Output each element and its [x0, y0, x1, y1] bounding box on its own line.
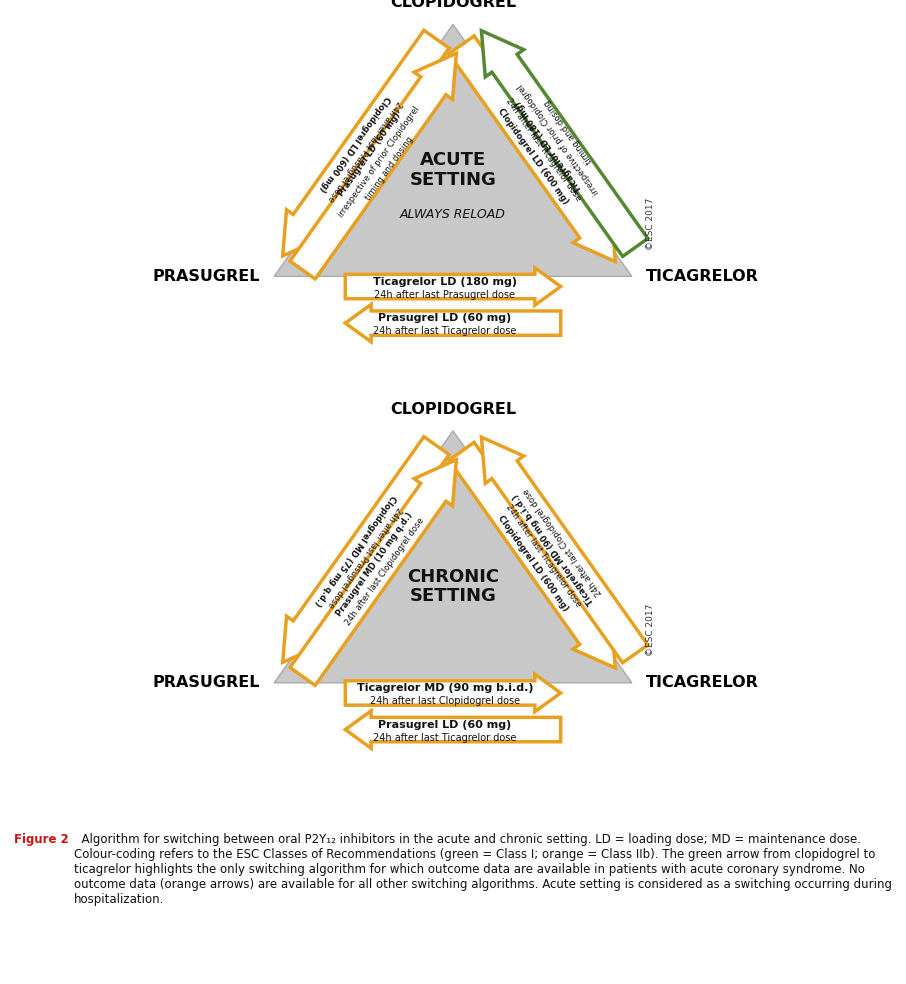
Polygon shape — [481, 31, 648, 257]
Text: 24h after last Prasugrel dose: 24h after last Prasugrel dose — [374, 289, 516, 300]
Text: Clopidogrel LD (600 mg): Clopidogrel LD (600 mg) — [318, 94, 391, 194]
Text: ©ESC 2017: ©ESC 2017 — [646, 198, 655, 250]
Text: 24h after last Ticagrelor dose: 24h after last Ticagrelor dose — [504, 96, 583, 203]
Text: ALWAYS RELOAD: ALWAYS RELOAD — [400, 209, 506, 221]
Polygon shape — [345, 268, 561, 305]
Text: Algorithm for switching between oral P2Y₁₂ inhibitors in the acute and chronic s: Algorithm for switching between oral P2Y… — [74, 833, 892, 906]
Text: Prasugrel LD (60 mg): Prasugrel LD (60 mg) — [378, 719, 512, 730]
Text: 24h after last Ticagrelor dose: 24h after last Ticagrelor dose — [373, 327, 516, 337]
Text: 24h after last Ticagrelor dose: 24h after last Ticagrelor dose — [504, 503, 583, 609]
Text: timing and dosing: timing and dosing — [543, 98, 594, 165]
Text: 24h after last Prasugrel dose: 24h after last Prasugrel dose — [326, 99, 403, 203]
Text: 24h after last Clopidogrel dose: 24h after last Clopidogrel dose — [343, 517, 426, 627]
Text: CLOPIDOGREL: CLOPIDOGREL — [390, 401, 516, 416]
Polygon shape — [449, 443, 615, 668]
Text: PRASUGREL: PRASUGREL — [152, 675, 260, 691]
Text: Prasugrel MD (10 mg q.d.): Prasugrel MD (10 mg q.d.) — [334, 511, 414, 618]
Text: Ticagrelor LD (180 mg): Ticagrelor LD (180 mg) — [373, 277, 516, 286]
Text: irrespective of prior Clopidogrel: irrespective of prior Clopidogrel — [516, 82, 601, 196]
Text: ACUTE
SETTING: ACUTE SETTING — [410, 152, 496, 189]
Text: Prasugrel LD (60 mg): Prasugrel LD (60 mg) — [378, 313, 512, 323]
Polygon shape — [290, 53, 457, 279]
Text: CLOPIDOGREL: CLOPIDOGREL — [390, 0, 516, 10]
Text: timing and dosing: timing and dosing — [364, 135, 415, 203]
Text: 24h after last Clopidogrel dose: 24h after last Clopidogrel dose — [370, 696, 520, 707]
Text: 24h after last Ticagrelor dose: 24h after last Ticagrelor dose — [373, 733, 516, 743]
Polygon shape — [275, 431, 631, 683]
Polygon shape — [481, 437, 648, 663]
Text: 24h after last Prasugrel dose: 24h after last Prasugrel dose — [326, 506, 403, 610]
Polygon shape — [283, 437, 449, 662]
Polygon shape — [345, 710, 561, 748]
Text: 24h after last Clopidogrel dose: 24h after last Clopidogrel dose — [522, 486, 604, 597]
Polygon shape — [449, 35, 615, 262]
Text: TICAGRELOR: TICAGRELOR — [646, 269, 759, 283]
Polygon shape — [275, 25, 631, 277]
Text: PRASUGREL: PRASUGREL — [152, 269, 260, 283]
Text: Figure 2: Figure 2 — [14, 833, 68, 846]
Text: TICAGRELOR: TICAGRELOR — [646, 675, 759, 691]
Polygon shape — [345, 304, 561, 341]
Text: Clopidogrel LD (600 mg): Clopidogrel LD (600 mg) — [496, 107, 571, 207]
Text: CHRONIC
SETTING: CHRONIC SETTING — [407, 568, 499, 605]
Text: Ticagrelor LD (180 mg): Ticagrelor LD (180 mg) — [513, 99, 583, 193]
Text: irrespective of prior Clopidogrel: irrespective of prior Clopidogrel — [337, 104, 422, 218]
Text: Clopidogrel LD (600 mg): Clopidogrel LD (600 mg) — [496, 514, 571, 613]
Text: ©ESC 2017: ©ESC 2017 — [646, 604, 655, 656]
Text: Prasugrel LD (60 mg): Prasugrel LD (60 mg) — [337, 111, 402, 199]
Text: Ticagrelor MD (90 mg b.i.d.): Ticagrelor MD (90 mg b.i.d.) — [511, 492, 596, 606]
Polygon shape — [290, 460, 457, 686]
Polygon shape — [345, 674, 561, 711]
Text: Ticagrelor MD (90 mg b.i.d.): Ticagrelor MD (90 mg b.i.d.) — [357, 683, 533, 693]
Text: Clopidogrel MD (75 mg q.d.): Clopidogrel MD (75 mg q.d.) — [313, 493, 397, 608]
Polygon shape — [283, 31, 449, 256]
